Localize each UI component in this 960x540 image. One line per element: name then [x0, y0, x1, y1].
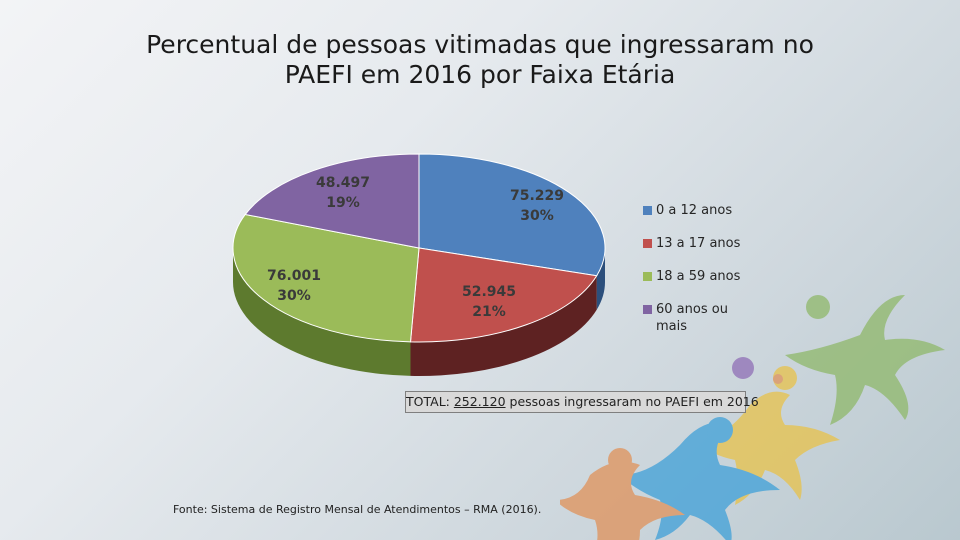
pie-value-label-18-a-59: 76.001 [267, 268, 321, 284]
total-suffix: pessoas ingressaram no PAEFI em 2016 [505, 394, 759, 409]
legend-swatch-18-a-59 [643, 272, 652, 281]
pie-percent-label-60-ou-mais: 19% [326, 195, 360, 211]
chart-title: Percentual de pessoas vitimadas que ingr… [0, 30, 960, 90]
legend-swatch-0-a-12 [643, 206, 652, 215]
pie-percent-label-13-a-17: 21% [472, 304, 506, 320]
legend-item-13-a-17: 13 a 17 anos [643, 235, 741, 252]
pie-value-label-0-a-12: 75.229 [510, 188, 564, 204]
legend-label-0-a-12: 0 a 12 anos [656, 203, 733, 218]
legend-label-18-a-59: 18 a 59 anos [656, 269, 741, 284]
source-note: Fonte: Sistema de Registro Mensal de Ate… [173, 503, 542, 516]
legend-swatch-60-ou-mais [643, 305, 652, 314]
total-number: 252.120 [453, 394, 506, 409]
legend-swatch-13-a-17 [643, 239, 652, 248]
pie-slice-60-ou-mais [244, 153, 420, 249]
legend-item-18-a-59: 18 a 59 anos [643, 268, 741, 285]
pie-side-18-a-59 [233, 248, 411, 376]
legend-item-0-a-12: 0 a 12 anos [643, 202, 741, 219]
chart-title-line-2: PAEFI em 2016 por Faixa Etária [284, 60, 676, 89]
total-box: TOTAL: 252.120 pessoas ingressaram no PA… [405, 391, 759, 413]
legend-label-13-a-17: 13 a 17 anos [656, 236, 741, 251]
pie-slice-13-a-17 [409, 247, 598, 343]
legend-label-60-ou-mais: 60 anos ou mais [656, 302, 728, 334]
pie-side-13-a-17 [410, 275, 597, 376]
pie-percent-label-0-a-12: 30% [520, 208, 554, 224]
pie-slice-0-a-12 [418, 153, 606, 277]
chart-title-line-1: Percentual de pessoas vitimadas que ingr… [146, 30, 814, 59]
pie-value-label-13-a-17: 52.945 [462, 284, 516, 300]
pie-slices [232, 153, 606, 343]
total-prefix: TOTAL: [406, 394, 454, 409]
legend-item-60-ou-mais: 60 anos ou mais [643, 301, 741, 335]
pie-slice-18-a-59 [232, 213, 420, 343]
pie-data-labels: 75.229 30% 52.945 21% 76.001 30% 48.497 19% [267, 175, 564, 320]
pie-percent-label-18-a-59: 30% [277, 288, 311, 304]
decorative-figures-illustration [560, 295, 945, 540]
pie-value-label-60-ou-mais: 48.497 [316, 175, 370, 191]
